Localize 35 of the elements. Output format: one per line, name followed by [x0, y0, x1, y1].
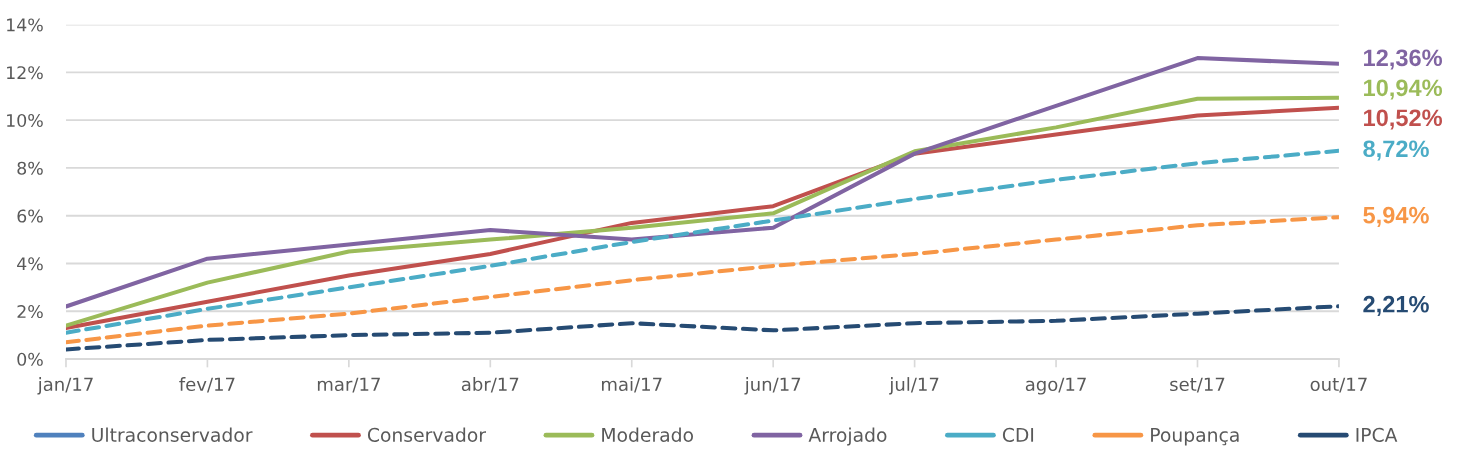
- x-tick-label: jul/17: [889, 377, 939, 395]
- x-tick-label: fev/17: [179, 377, 235, 393]
- x-tick-label: ago/17: [1025, 377, 1086, 395]
- data-label: 10,52%: [1364, 109, 1443, 130]
- y-tick-label: 10%: [7, 113, 43, 128]
- legend-label: IPCA: [1356, 427, 1398, 442]
- x-tick-label: jun/17: [744, 377, 801, 395]
- x-tick-label: mar/17: [317, 377, 380, 393]
- line-series: [65, 215, 1339, 345]
- line-series: [65, 148, 1339, 335]
- legend-label: Conservador: [367, 427, 486, 442]
- line-series: [65, 304, 1339, 352]
- y-tick-label: 2%: [17, 304, 43, 319]
- data-label: 8,72%: [1363, 140, 1429, 161]
- legend-label: Ultraconservador: [92, 427, 253, 442]
- legend-label: Arrojado: [808, 427, 887, 446]
- line-series: [65, 56, 1339, 309]
- data-label: 5,94%: [1363, 206, 1429, 227]
- y-tick-label: 12%: [7, 66, 43, 80]
- x-tick-label: set/17: [1170, 377, 1225, 393]
- y-tick-label: 6%: [17, 209, 43, 223]
- data-label: 10,94%: [1364, 79, 1443, 100]
- x-tick-label: mai/17: [602, 377, 662, 393]
- y-tick-label: 4%: [17, 257, 43, 271]
- x-tick-label: jan/17: [37, 377, 93, 395]
- y-tick-label: 14%: [7, 18, 43, 32]
- data-label: 2,21%: [1363, 295, 1429, 316]
- legend-label: Moderado: [602, 427, 694, 442]
- data-label: 12,36%: [1364, 49, 1443, 70]
- x-tick-label: out/17: [1310, 377, 1367, 393]
- legend-label: Poupança: [1151, 428, 1239, 446]
- x-tick-label: abr/17: [461, 377, 519, 393]
- y-tick-label: 0%: [17, 352, 43, 366]
- y-tick-label: 8%: [17, 161, 43, 175]
- legend-label: CDI: [1002, 427, 1034, 442]
